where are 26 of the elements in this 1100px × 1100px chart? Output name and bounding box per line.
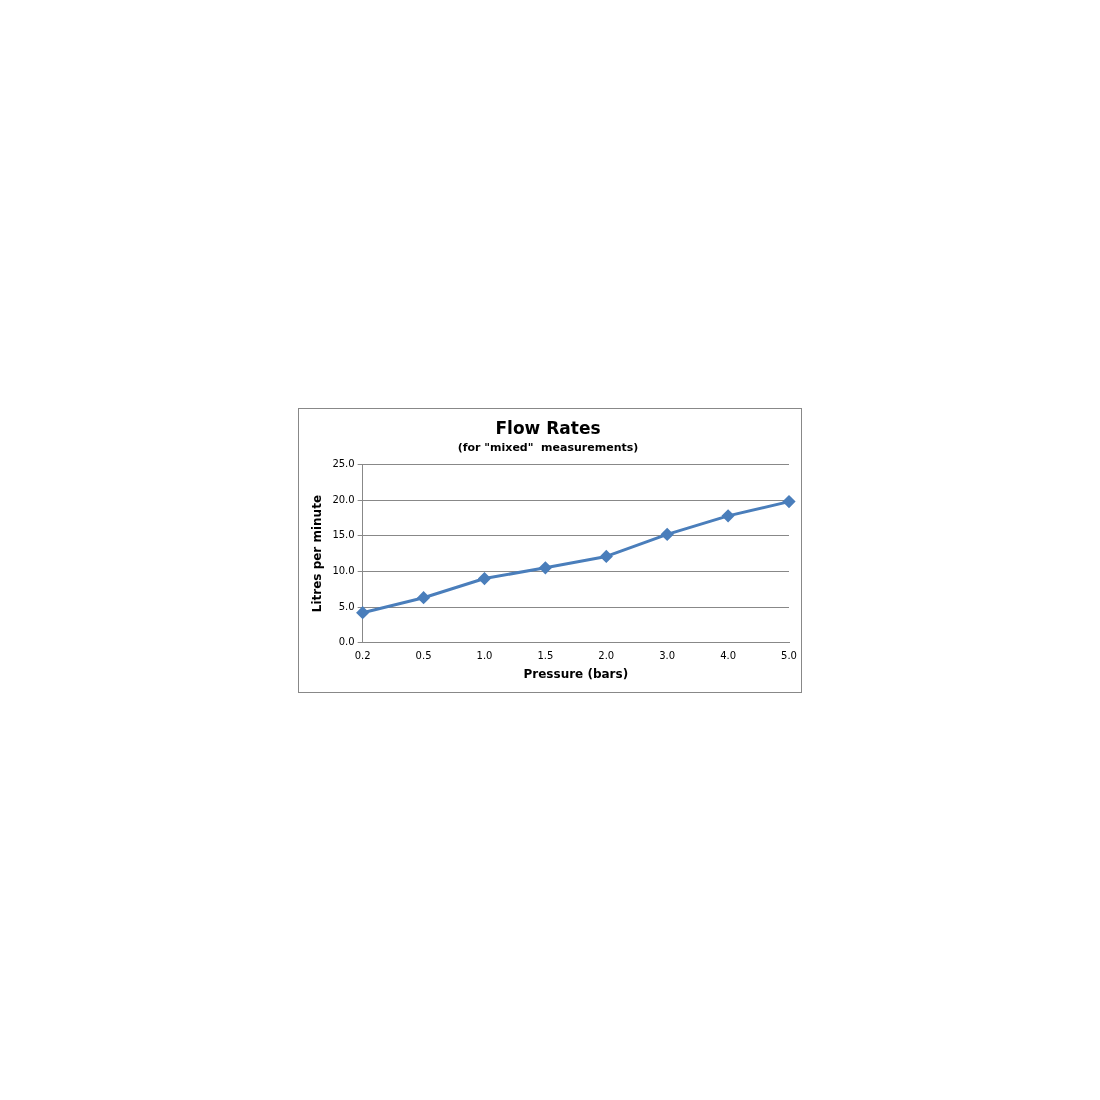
point — [539, 561, 552, 574]
x-tick-label: 0.5 — [415, 650, 432, 662]
point — [478, 572, 491, 585]
x-tick-label: 0.2 — [354, 650, 371, 662]
y-tick-label: 10.0 — [332, 564, 355, 576]
y-axis-title: Litres per minute — [310, 494, 325, 613]
point — [600, 550, 613, 563]
x-tick-label: 5.0 — [781, 650, 797, 662]
x-tick-label: 3.0 — [659, 650, 676, 662]
chart-title: Flow Rates — [495, 417, 601, 438]
point — [417, 591, 430, 604]
x-tick-label: 4.0 — [720, 650, 737, 662]
point — [661, 528, 674, 541]
x-axis-title: Pressure (bars) — [523, 666, 629, 681]
x-tick-label: 2.0 — [598, 650, 615, 662]
point — [783, 495, 795, 508]
y-tick-label: 20.0 — [332, 493, 355, 505]
point — [356, 606, 369, 619]
y-tick-label: 25.0 — [332, 458, 355, 470]
chart-subtitle: (for "mixed" measurements) — [457, 440, 639, 454]
y-tick-label: 5.0 — [338, 600, 355, 612]
point — [722, 509, 735, 522]
y-tick-label: 0.0 — [338, 636, 355, 648]
x-tick-label: 1.0 — [476, 650, 493, 662]
y-tick-label: 15.0 — [332, 529, 355, 541]
x-tick-label: 1.5 — [537, 650, 554, 662]
